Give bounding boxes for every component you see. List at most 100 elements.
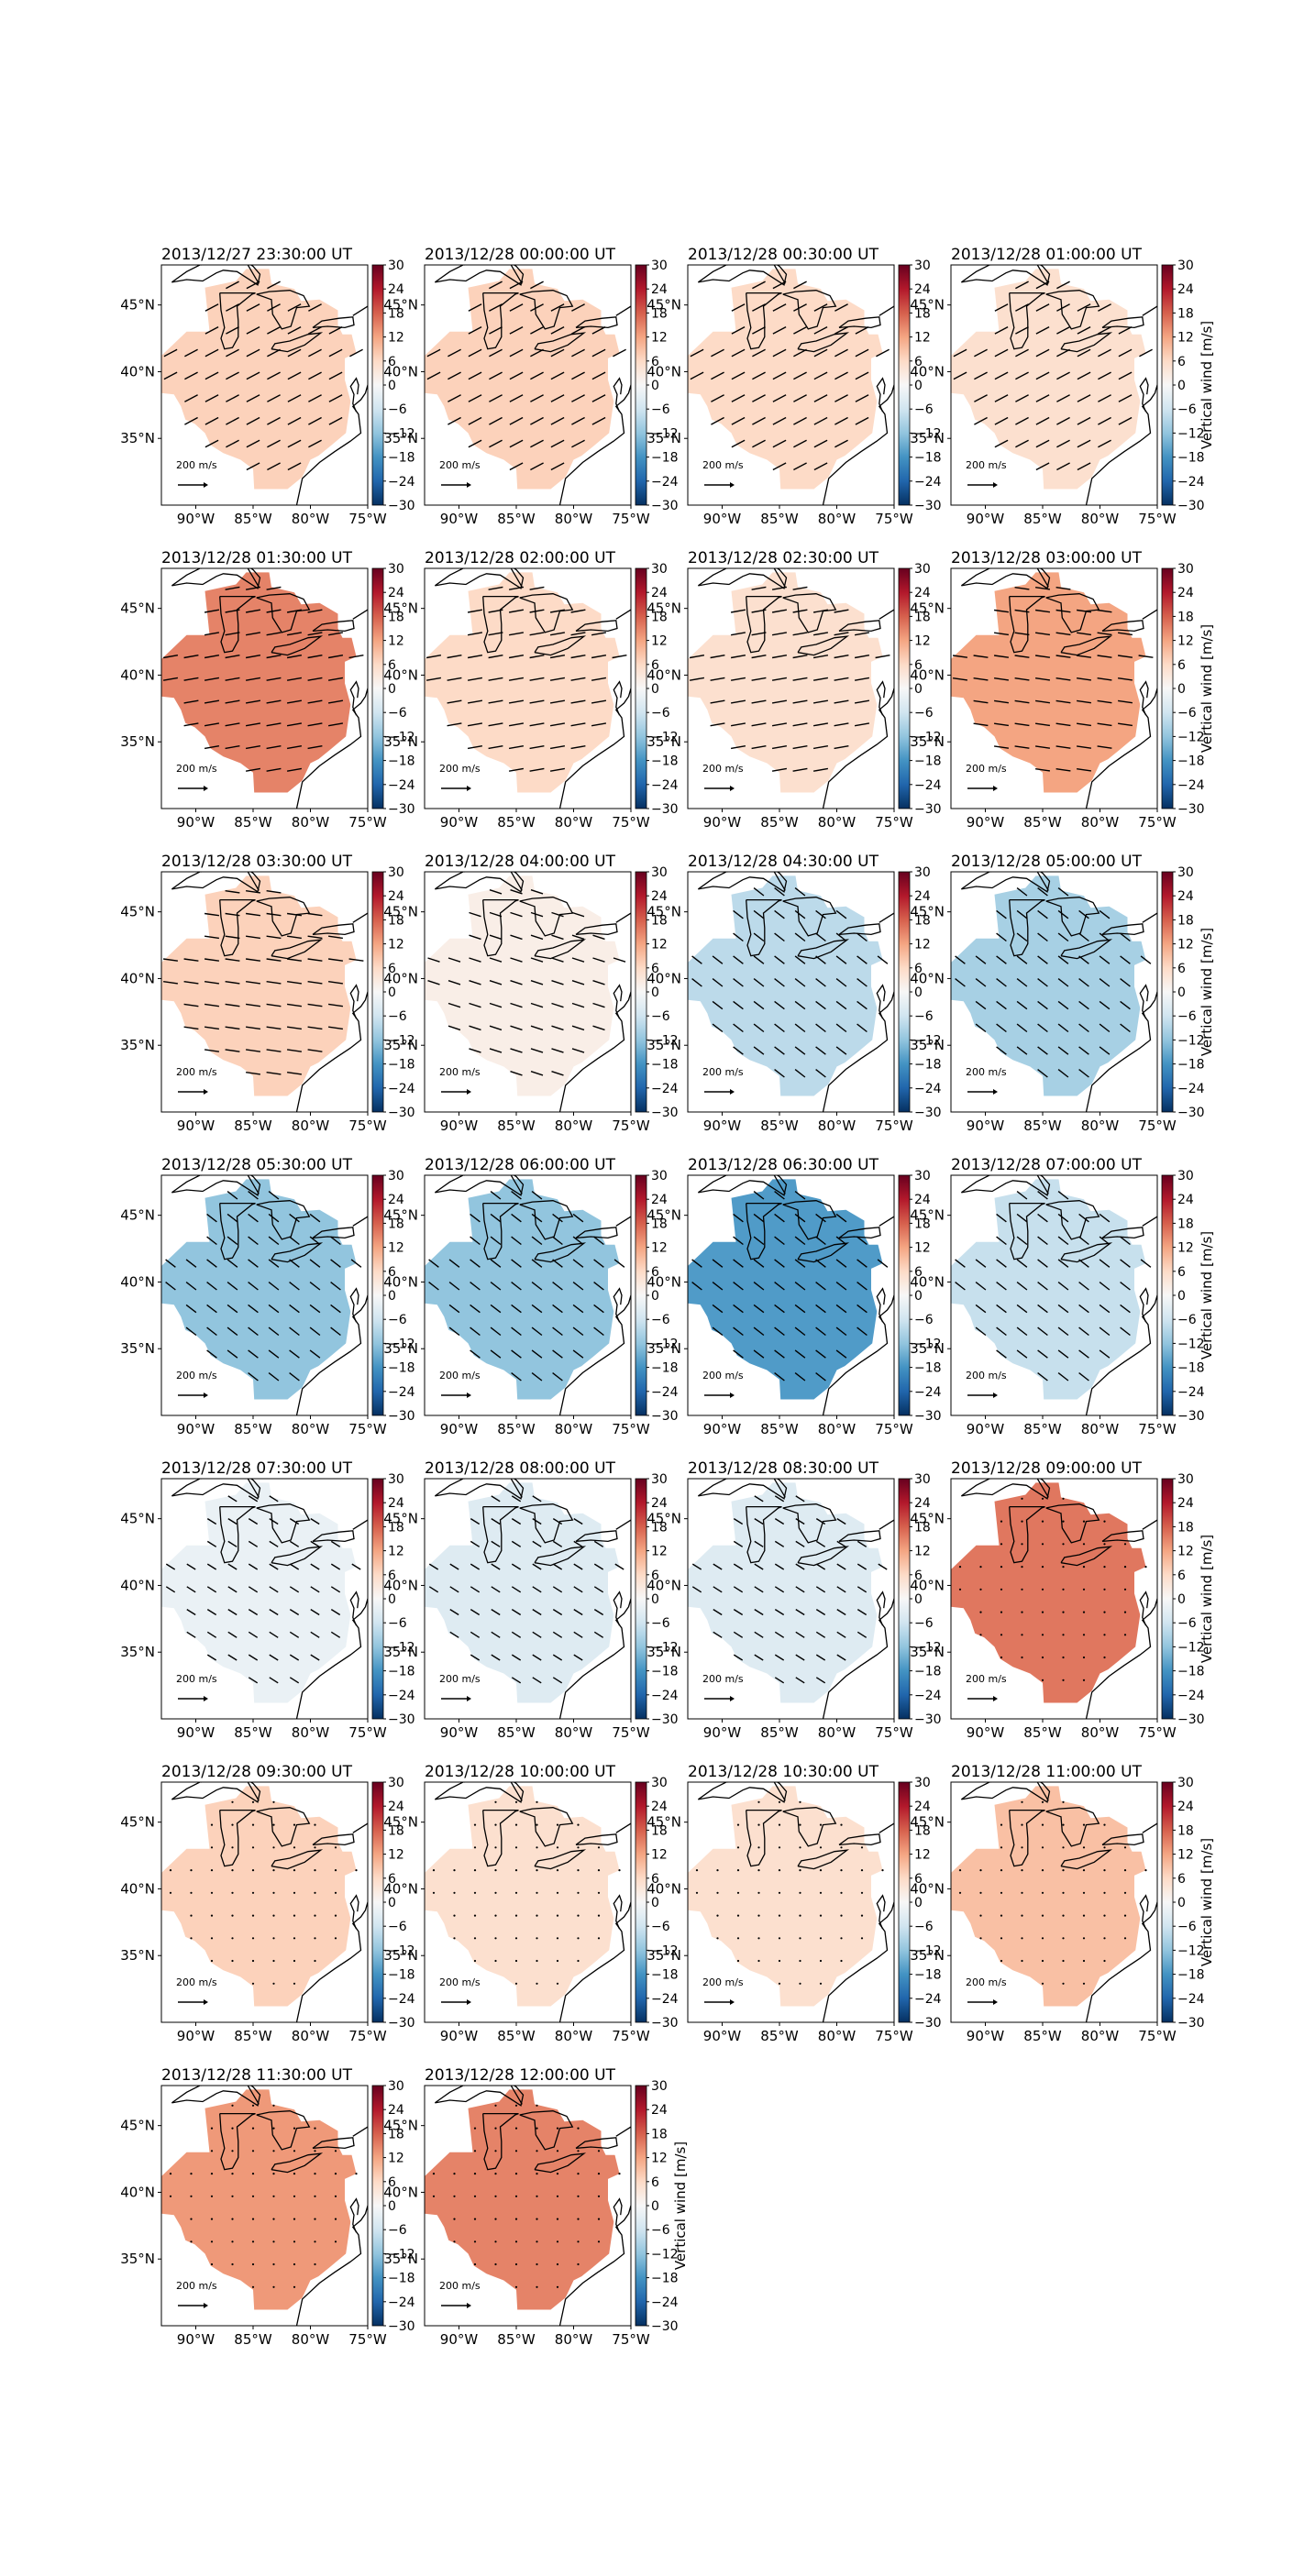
wind-arrow [183,699,199,704]
wind-arrow [307,699,323,704]
wind-arrow [856,1586,868,1593]
wind-arrow [494,1846,497,1849]
wind-arrow [1077,655,1091,658]
lon-tick-label: 80°W [555,1724,593,1741]
wind-arrow [1056,439,1070,448]
wind-arrow [231,1846,234,1849]
wind-arrow [1120,1304,1131,1314]
colorbar-tick-label: −6 [388,1616,407,1631]
wind-arrow [730,609,746,613]
wind-arrow [287,1072,302,1075]
wind-arrow [994,303,1009,312]
wind-arrow [1118,348,1133,358]
colorbar-tick-label: 18 [388,2127,404,2141]
colorbar-tick-label: −30 [651,1409,679,1424]
wind-arrow [876,348,890,358]
wind-arrow [307,1003,323,1007]
wind-arrow [267,303,281,312]
lake-outline [256,290,311,330]
wind-arrow [1082,1959,1086,1963]
wind-arrow [1098,416,1111,425]
colorbar-tick-label: 12 [1177,1241,1194,1256]
colorbar-tick-label: 30 [651,1776,668,1790]
wind-arrow [511,1236,522,1246]
colorbar-tick-label: −24 [1177,1992,1205,2007]
wind-arrow [1057,1282,1069,1291]
wind-arrow [355,2173,358,2175]
wind-arrow [511,1327,522,1337]
colorbar-tick-label: −6 [388,1920,407,1934]
wind-arrow [286,655,303,659]
wind-arrow [272,2173,275,2175]
lat-tick-label: 35°N [646,1037,681,1053]
colorbar-tick-label: −24 [388,2295,415,2310]
wind-arrow [1014,655,1030,658]
wind-arrow [494,1914,497,1917]
wind-arrow [1041,1656,1044,1659]
wind-arrow [733,1282,744,1291]
wind-arrow [530,889,544,895]
wind-arrow [428,1282,439,1291]
wind-arrow [231,2240,234,2243]
wind-arrow [470,1586,481,1593]
wind-arrow [753,1327,765,1337]
lake-outline [482,292,519,350]
wind-arrow [1041,1543,1044,1546]
wind-arrow [1123,1914,1127,1917]
lake-outline [797,1849,850,1870]
wind-arrow [307,912,323,917]
wind-arrow [556,2173,559,2175]
wind-arrow [266,745,282,750]
wind-arrow [772,416,787,425]
wind-arrow [314,2127,316,2130]
wind-arrow [757,1959,760,1963]
coastline [1139,1591,1149,1626]
wind-arrow [795,1495,805,1503]
wind-arrow [308,439,322,448]
wind-arrow [856,1327,868,1337]
wind-arrow [310,1586,320,1593]
lon-tick-label: 75°W [875,1421,913,1437]
wind-arrow [272,2218,275,2220]
wind-arrow [289,1677,300,1684]
wind-arrow [592,957,605,963]
lake-outline [519,1503,574,1544]
wind-arrow [468,394,482,402]
wind-arrow [556,1891,559,1894]
wind-arrow [774,978,785,987]
lon-tick-label: 80°W [1081,2028,1120,2044]
wind-arrow [165,1259,176,1268]
wind-arrow [1035,303,1050,312]
wind-arrow [1035,722,1050,727]
wind-arrow [330,1282,341,1291]
wind-arrow [1120,1023,1131,1033]
colorbar-tick-label: −6 [388,402,407,417]
wind-arrow [489,416,503,425]
wind-arrow [1041,1937,1044,1940]
colorbar [1161,1781,1174,2023]
colorbar-tick-label: −12 [651,1943,679,1958]
wind-arrow [204,958,219,962]
wind-arrow [550,439,565,448]
wind-arrow [448,348,461,358]
wind-arrow [287,371,302,380]
wind-arrow [551,911,564,918]
wind-arrow [183,981,199,985]
lon-tick-label: 85°W [760,511,799,527]
wind-arrow [532,1631,542,1638]
lake-outline [434,265,525,286]
wind-arrow [286,677,303,681]
coastline [558,1294,631,1415]
wind-arrow [711,371,724,380]
wind-arrow [248,1372,259,1382]
quiver-key-label: 200 m/s [702,1976,744,1988]
lake-outline [838,620,881,633]
colorbar-tick-label: 6 [388,658,396,673]
wind-arrow [772,325,787,335]
colorbar-tick-label: −24 [651,475,679,490]
wind-arrow [307,609,323,613]
wind-arrow [314,1937,316,1940]
wind-arrow [508,722,525,727]
wind-arrow [813,371,828,380]
wind-arrow [210,2150,214,2152]
